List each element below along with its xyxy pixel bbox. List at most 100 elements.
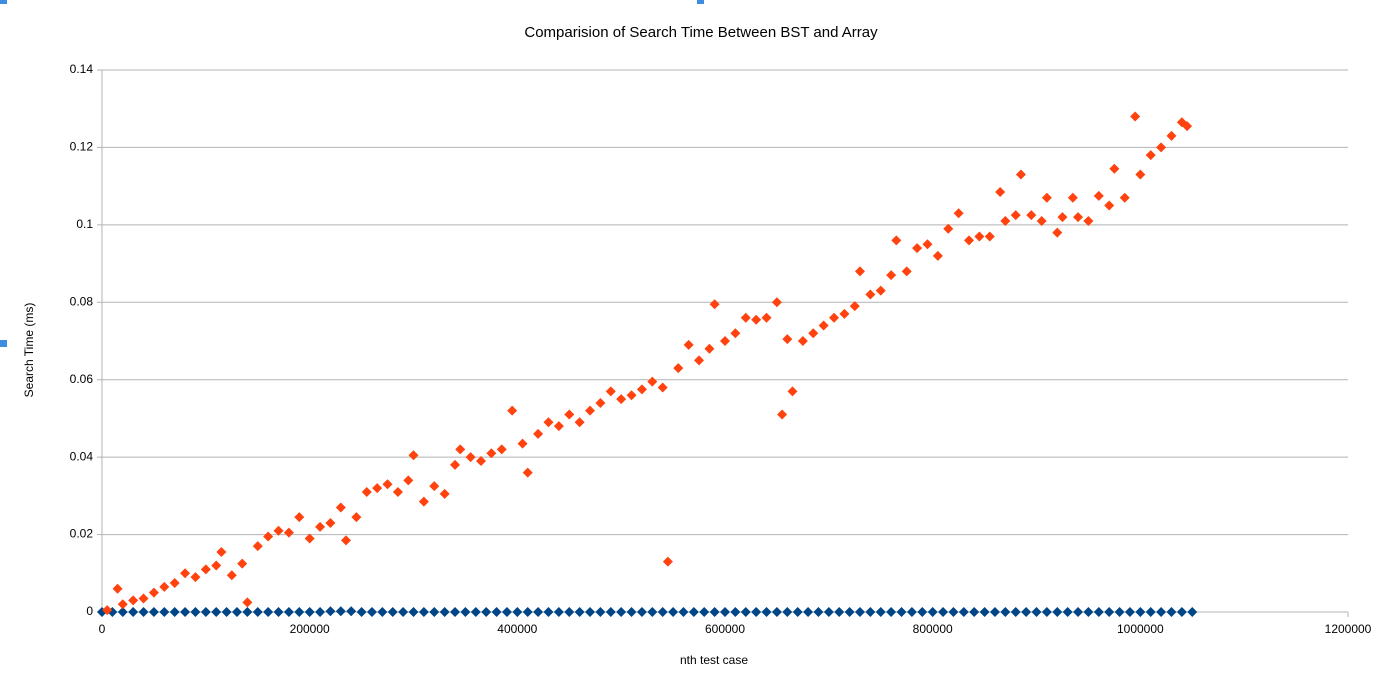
point — [180, 607, 191, 617]
point — [543, 417, 554, 428]
point — [787, 386, 798, 397]
point — [377, 607, 388, 617]
point — [341, 535, 352, 546]
point — [595, 607, 606, 617]
point — [636, 607, 647, 617]
selection-handle — [0, 340, 7, 347]
point — [382, 479, 393, 490]
point — [751, 314, 762, 325]
point — [818, 320, 829, 331]
point — [616, 607, 627, 617]
point — [522, 607, 533, 617]
point — [159, 607, 170, 617]
point — [761, 607, 772, 617]
point — [803, 607, 814, 617]
point — [564, 607, 575, 617]
point — [304, 533, 315, 544]
chart-title: Comparision of Search Time Between BST a… — [524, 24, 878, 41]
point — [1135, 169, 1146, 180]
point — [533, 428, 544, 439]
point — [564, 409, 575, 420]
point — [574, 607, 585, 617]
point — [1062, 607, 1073, 617]
point — [984, 231, 995, 242]
point — [1104, 607, 1115, 617]
point — [252, 607, 263, 617]
point — [128, 607, 139, 617]
point — [839, 308, 850, 319]
point — [854, 607, 865, 617]
point — [418, 607, 429, 617]
point — [974, 231, 985, 242]
point — [657, 382, 668, 393]
point — [231, 607, 242, 617]
point — [730, 607, 741, 617]
point — [512, 607, 523, 617]
point — [429, 481, 440, 492]
point — [1057, 212, 1068, 223]
point — [1166, 130, 1177, 141]
x-tick-label: 600000 — [705, 622, 745, 636]
point — [995, 186, 1006, 197]
point — [829, 312, 840, 323]
x-tick-label: 1200000 — [1325, 622, 1372, 636]
point — [917, 607, 928, 617]
point — [1021, 607, 1032, 617]
point — [102, 605, 113, 616]
point — [283, 607, 294, 617]
point — [408, 450, 419, 461]
point — [200, 564, 211, 575]
point — [1109, 163, 1120, 174]
point — [740, 312, 751, 323]
point — [792, 607, 803, 617]
y-tick-label: 0.12 — [70, 140, 94, 154]
point — [751, 607, 762, 617]
point — [636, 384, 647, 395]
point — [922, 239, 933, 250]
point — [1010, 210, 1021, 221]
selection-handle — [697, 0, 704, 4]
point — [938, 607, 949, 617]
point — [709, 299, 720, 310]
point — [1010, 607, 1021, 617]
point — [211, 607, 222, 617]
point — [1026, 210, 1037, 221]
point — [481, 607, 492, 617]
point — [605, 386, 616, 397]
point — [517, 438, 528, 449]
point — [304, 607, 315, 617]
point — [216, 546, 227, 557]
point — [797, 336, 808, 346]
point — [1052, 227, 1063, 238]
point — [1135, 607, 1146, 617]
point — [486, 448, 497, 459]
point — [1093, 607, 1104, 617]
point — [844, 607, 855, 617]
point — [112, 583, 123, 594]
point — [1130, 111, 1141, 122]
y-tick-label: 0.1 — [76, 217, 93, 231]
point — [439, 488, 450, 499]
x-tick-label: 800000 — [913, 622, 953, 636]
point — [943, 223, 954, 234]
point — [771, 297, 782, 308]
point — [1031, 607, 1042, 617]
point — [886, 607, 897, 617]
point — [496, 444, 507, 455]
point — [574, 417, 585, 428]
x-tick-label: 1000000 — [1117, 622, 1164, 636]
point — [1156, 142, 1167, 153]
point — [1041, 192, 1052, 203]
point — [875, 607, 886, 617]
point — [325, 517, 336, 528]
point — [886, 270, 897, 281]
y-tick-label: 0.04 — [70, 449, 94, 463]
point — [740, 607, 751, 617]
point — [647, 607, 658, 617]
x-tick-label: 400000 — [497, 622, 537, 636]
point — [159, 581, 170, 592]
point — [720, 607, 730, 617]
